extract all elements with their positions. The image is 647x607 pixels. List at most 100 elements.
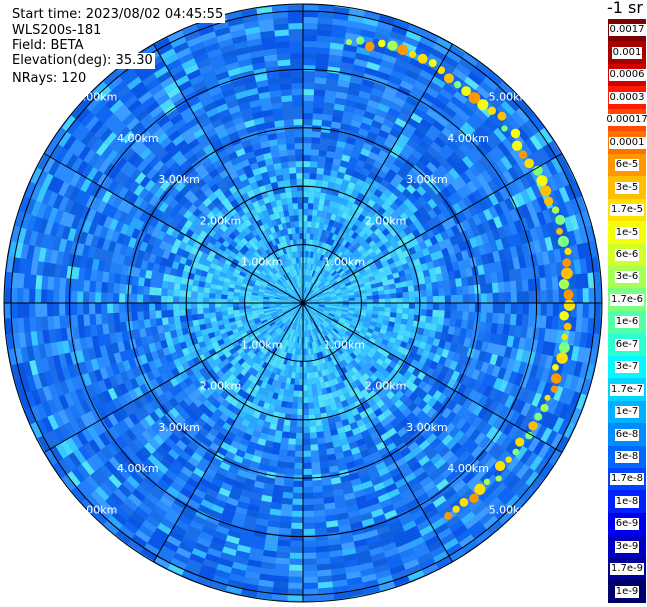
range-gate-cell	[303, 77, 315, 84]
range-gate-cell	[260, 171, 270, 180]
range-gate-cell	[293, 468, 303, 475]
range-gate-cell	[251, 274, 258, 280]
range-gate-cell	[407, 314, 415, 321]
range-gate-cell	[280, 323, 286, 330]
range-gate-cell	[290, 71, 303, 78]
range-gate-cell	[421, 349, 430, 359]
range-gate-cell	[311, 456, 320, 463]
range-gate-cell	[313, 227, 319, 235]
range-gate-cell	[234, 284, 242, 290]
range-gate-cell	[317, 161, 326, 169]
range-gate-cell	[309, 179, 316, 186]
range-gate-cell	[291, 276, 296, 283]
range-gate-cell	[305, 318, 308, 325]
range-gate-cell	[303, 456, 312, 463]
range-gate-cell	[211, 224, 220, 233]
range-gate-cell	[305, 305, 310, 311]
range-gate-cell	[275, 368, 282, 376]
range-gate-cell	[345, 319, 352, 325]
range-gate-cell	[450, 286, 457, 296]
range-gate-cell	[274, 193, 281, 201]
range-gate-cell	[268, 403, 276, 412]
range-gate-cell	[277, 143, 287, 151]
range-gate-cell	[301, 312, 303, 319]
range-gate-cell	[389, 201, 400, 212]
range-gate-cell	[276, 466, 286, 475]
range-gate-cell	[528, 303, 535, 316]
range-gate-cell	[333, 284, 340, 290]
range-gate-cell	[206, 211, 216, 221]
range-gate-cell	[356, 245, 364, 253]
range-gate-cell	[382, 377, 391, 387]
range-gate-cell	[281, 167, 290, 175]
range-gate-cell	[296, 179, 303, 186]
range-gate-cell	[424, 275, 432, 284]
range-gate-cell	[328, 366, 334, 374]
range-gate-cell	[325, 405, 332, 413]
range-gate-cell	[303, 528, 316, 535]
range-gate-cell	[338, 237, 345, 245]
range-gate-cell	[306, 227, 311, 234]
range-gate-cell	[324, 305, 331, 308]
range-gate-cell	[329, 252, 335, 260]
range-gate-cell	[378, 303, 385, 308]
range-gate-cell	[283, 179, 291, 187]
range-gate-cell	[319, 363, 325, 371]
range-gate-cell	[253, 284, 261, 289]
range-gate-cell	[287, 299, 294, 302]
range-gate-cell	[309, 420, 316, 427]
range-gate-cell	[317, 204, 324, 212]
range-gate-cell	[360, 303, 367, 307]
range-gate-cell	[259, 337, 267, 345]
range-gate-cell	[311, 277, 316, 284]
range-gate-cell	[303, 47, 317, 54]
range-gate-cell	[235, 265, 243, 272]
range-gate-cell	[222, 358, 230, 366]
range-gate-cell	[295, 288, 299, 295]
range-gate-cell	[215, 228, 225, 237]
range-gate-cell	[330, 403, 338, 412]
range-gate-cell	[372, 310, 379, 315]
range-gate-cell	[308, 269, 312, 276]
range-gate-cell	[289, 347, 294, 354]
range-gate-cell	[340, 224, 347, 232]
range-gate-cell	[324, 319, 331, 325]
range-gate-cell	[279, 229, 285, 237]
range-gate-cell	[346, 271, 354, 277]
range-gate-cell	[294, 323, 298, 331]
range-gate-cell	[311, 293, 317, 298]
range-gate-cell	[319, 137, 329, 145]
range-gate-cell	[354, 234, 362, 243]
range-gate-cell	[298, 209, 303, 216]
range-gate-cell	[255, 357, 262, 365]
range-gate-cell	[299, 293, 302, 300]
range-gate-cell	[215, 377, 224, 387]
range-gate-cell	[229, 251, 237, 259]
range-gate-cell	[307, 251, 312, 258]
range-gate-cell	[89, 313, 97, 326]
range-gate-cell	[272, 259, 278, 266]
range-gate-cell	[211, 278, 218, 285]
range-gate-cell	[226, 255, 235, 262]
range-gate-cell	[303, 143, 312, 150]
range-gate-cell	[340, 328, 347, 334]
range-gate-cell	[408, 223, 418, 233]
range-gate-cell	[345, 187, 354, 196]
range-gate-cell	[276, 355, 283, 363]
range-gate-cell	[432, 295, 439, 303]
range-gate-cell	[251, 292, 259, 296]
range-gate-cell	[354, 303, 361, 307]
range-gate-cell	[306, 281, 309, 288]
range-gate-cell	[311, 307, 318, 311]
range-gate-cell	[192, 379, 202, 389]
range-gate-cell	[312, 304, 319, 307]
range-gate-cell	[373, 386, 382, 395]
range-gate-cell	[288, 365, 293, 373]
range-gate-cell	[255, 405, 263, 414]
range-gate-cell	[246, 285, 254, 290]
range-gate-cell	[251, 229, 259, 237]
range-gate-cell	[294, 348, 299, 355]
range-gate-cell	[169, 330, 178, 339]
range-gate-cell	[200, 346, 209, 354]
range-gate-cell	[317, 309, 324, 313]
